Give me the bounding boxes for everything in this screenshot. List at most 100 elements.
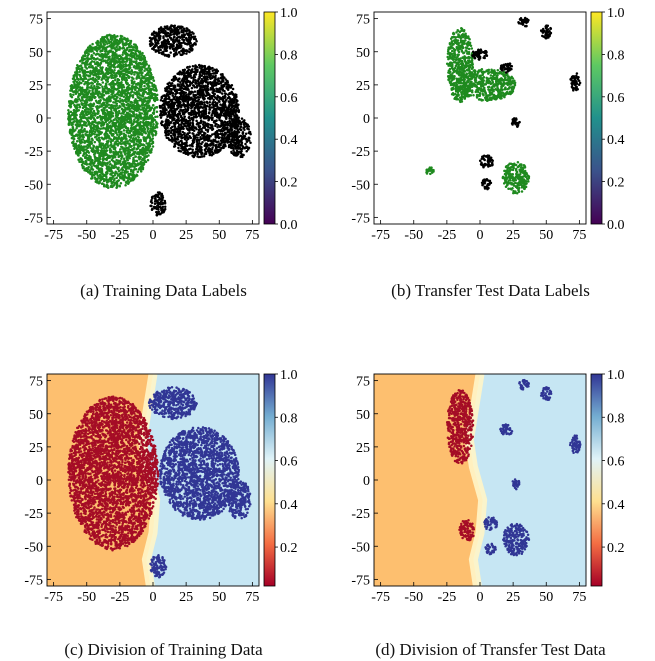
data-point — [139, 139, 142, 143]
data-point — [126, 179, 130, 182]
data-point — [105, 101, 109, 105]
data-point — [113, 66, 117, 69]
data-point — [122, 157, 126, 160]
data-point — [91, 122, 94, 126]
data-point — [224, 117, 228, 120]
data-point — [119, 120, 122, 124]
data-point — [152, 85, 156, 89]
data-point — [152, 83, 155, 87]
data-point — [123, 91, 126, 95]
data-point — [177, 146, 180, 150]
data-point — [222, 128, 226, 132]
data-point — [86, 140, 90, 143]
data-point — [114, 140, 117, 144]
data-point — [176, 141, 179, 145]
data-point — [133, 88, 137, 91]
data-point — [76, 71, 79, 75]
data-point — [96, 93, 100, 96]
data-point — [84, 66, 87, 69]
data-point — [102, 126, 105, 130]
data-point — [106, 154, 110, 157]
data-point — [72, 129, 75, 133]
data-point — [125, 103, 128, 107]
data-point — [180, 79, 184, 82]
data-point — [150, 120, 154, 123]
data-point — [94, 62, 97, 66]
data-point — [203, 101, 206, 104]
data-point — [115, 137, 119, 141]
data-point — [156, 115, 159, 118]
data-point — [74, 91, 77, 95]
data-point — [191, 84, 195, 87]
data-point — [89, 142, 92, 145]
data-point — [68, 130, 72, 133]
data-point — [186, 101, 190, 105]
data-point — [133, 64, 136, 68]
data-point — [89, 77, 92, 81]
data-point — [133, 107, 136, 111]
data-point — [117, 57, 120, 60]
data-point — [186, 79, 190, 83]
data-point — [126, 39, 129, 43]
data-point — [155, 110, 159, 113]
data-point — [115, 88, 118, 91]
data-point — [80, 141, 84, 144]
data-point — [128, 161, 131, 165]
data-point — [96, 109, 99, 112]
data-point — [228, 117, 231, 120]
data-point — [101, 90, 105, 94]
data-point — [91, 129, 95, 133]
data-point — [106, 186, 110, 189]
data-point — [86, 82, 89, 86]
data-point — [220, 136, 224, 140]
data-point — [107, 117, 110, 120]
data-point — [102, 72, 105, 75]
data-point — [89, 134, 93, 138]
data-point — [206, 139, 210, 143]
data-point — [70, 136, 74, 140]
data-point — [132, 48, 135, 52]
data-point — [75, 88, 78, 91]
data-point — [140, 162, 144, 166]
data-point — [88, 63, 92, 66]
data-point — [180, 121, 184, 124]
data-point — [119, 38, 122, 42]
data-point — [83, 90, 86, 94]
data-point — [70, 123, 73, 127]
data-point — [115, 46, 118, 49]
data-point — [105, 97, 109, 100]
data-point — [110, 164, 114, 167]
data-point — [145, 82, 148, 86]
data-point — [142, 151, 145, 154]
data-point — [126, 167, 130, 170]
data-point — [212, 84, 215, 87]
data-point — [121, 147, 124, 150]
data-point — [172, 101, 175, 105]
data-point — [135, 107, 139, 111]
data-point — [142, 90, 145, 94]
data-point — [137, 152, 141, 156]
data-point — [97, 77, 100, 81]
data-point — [143, 103, 147, 107]
data-point — [109, 138, 113, 141]
data-point — [123, 123, 126, 127]
data-point — [198, 121, 202, 124]
data-point — [197, 83, 201, 86]
data-point — [90, 149, 93, 152]
data-point — [75, 68, 79, 72]
data-point — [130, 44, 133, 48]
data-point — [111, 79, 115, 83]
data-point — [135, 59, 138, 63]
data-point — [124, 43, 127, 47]
data-point — [94, 77, 97, 81]
data-point — [199, 92, 202, 96]
data-point — [115, 185, 119, 189]
data-point — [98, 105, 102, 108]
data-point — [188, 65, 191, 69]
data-point — [204, 79, 208, 83]
data-point — [224, 95, 227, 98]
data-point — [142, 144, 146, 147]
data-point — [139, 78, 143, 82]
data-point — [132, 132, 135, 136]
data-point — [186, 88, 189, 91]
